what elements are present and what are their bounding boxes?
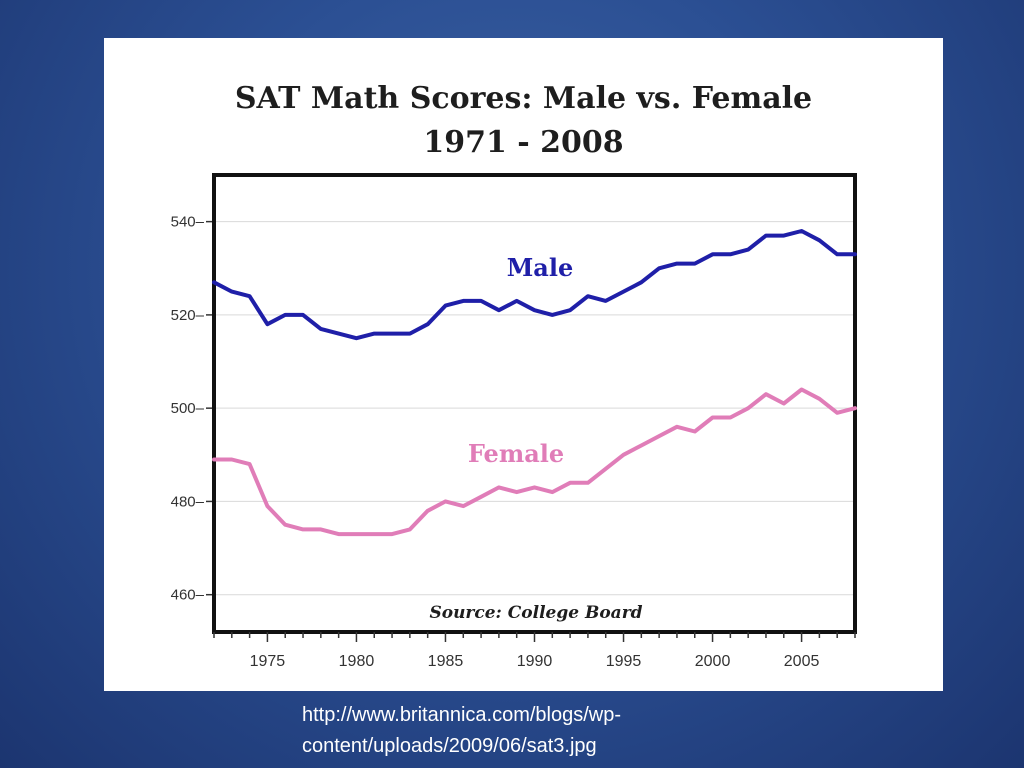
- chart-card: SAT Math Scores: Male vs. Female 1971 - …: [104, 38, 943, 691]
- y-tick-label: 520–: [171, 307, 205, 324]
- x-tick-label: 1990: [517, 653, 553, 670]
- female-series-line: [212, 387, 857, 537]
- source-url-caption[interactable]: http://www.britannica.com/blogs/wp- cont…: [302, 700, 762, 762]
- y-tick-label: 500–: [171, 400, 205, 417]
- y-tick-label: 460–: [171, 587, 205, 604]
- x-tick-label: 1995: [606, 653, 642, 670]
- source-url-line-1[interactable]: http://www.britannica.com/blogs/wp-: [302, 704, 622, 726]
- source-note: Source: College Board: [429, 603, 642, 623]
- y-tick-label: 480–: [171, 493, 205, 510]
- chart-title: SAT Math Scores: Male vs. Female: [234, 81, 813, 116]
- y-tick-label: 540–: [171, 214, 205, 231]
- source-url-line-2[interactable]: content/uploads/2009/06/sat3.jpg: [302, 735, 597, 757]
- x-tick-label: 2000: [695, 653, 731, 670]
- x-tick-label: 1975: [250, 653, 286, 670]
- x-tick-label: 1980: [339, 653, 375, 670]
- x-tick-label: 1985: [428, 653, 464, 670]
- chart-subtitle: 1971 - 2008: [423, 125, 624, 160]
- x-tick-label: 2005: [784, 653, 820, 670]
- line-chart: 460– 480– 500– 520– 540– 1975 1980 1985 1990 1995…: [171, 173, 857, 670]
- male-series-line: [212, 229, 857, 341]
- female-series-label: Female: [468, 439, 564, 468]
- male-series-label: Male: [507, 253, 574, 282]
